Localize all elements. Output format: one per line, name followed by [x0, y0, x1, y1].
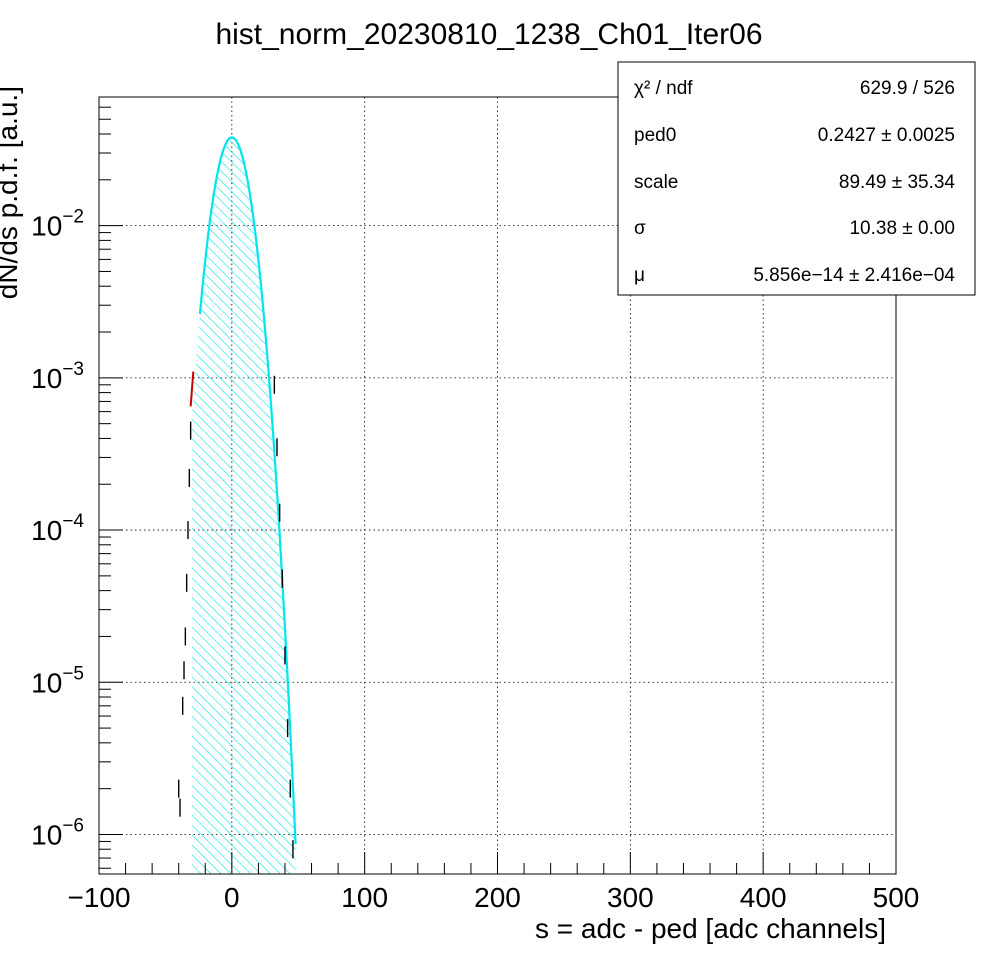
chart-title: hist_norm_20230810_1238_Ch01_Iter06	[215, 18, 762, 51]
stats-row-value: 89.49 ± 35.34	[839, 172, 956, 193]
x-tick-label: 400	[740, 882, 787, 913]
y-tick-label: 10−4	[31, 511, 84, 546]
x-tick-label: 0	[224, 882, 240, 913]
y-tick-label: 10−3	[31, 359, 84, 394]
x-tick-label: 200	[474, 882, 521, 913]
y-tick-label: 10−5	[31, 663, 84, 698]
stats-box: χ² / ndf 629.9 / 526 ped0 0.2427 ± 0.0025 sc…	[617, 61, 976, 296]
stats-row-label: scale	[634, 172, 678, 193]
y-tick-label: 10−2	[31, 207, 84, 242]
fit-curve	[198, 136, 297, 845]
stats-row-label: σ	[634, 218, 646, 239]
x-tick-label: 500	[873, 882, 920, 913]
stats-row-label: χ² / ndf	[634, 78, 693, 99]
fit-hatched-area	[191, 137, 296, 874]
x-axis: −100 0 100 200 300 400 500	[67, 852, 919, 913]
stats-row-label: μ	[634, 265, 645, 286]
stats-row-value: 629.9 / 526	[860, 78, 955, 99]
stats-row-label: ped0	[634, 125, 676, 146]
data-marks	[177, 136, 297, 859]
stats-row-value: 10.38 ± 0.00	[849, 218, 955, 239]
fit-segment	[189, 371, 195, 407]
x-tick-label: 300	[607, 882, 654, 913]
y-tick-label: 10−6	[31, 815, 84, 850]
stats-row-value: 5.856e−14 ± 2.416e−04	[753, 265, 955, 286]
fit-fill	[191, 137, 296, 874]
y-axis-label: dN/ds p.d.f. [a.u.]	[0, 86, 23, 299]
x-tick-label: −100	[67, 882, 130, 913]
x-axis-label: s = adc - ped [adc channels]	[535, 913, 886, 944]
x-tick-label: 100	[341, 882, 388, 913]
stats-row-value: 0.2427 ± 0.0025	[818, 125, 955, 146]
stats-box-frame	[617, 61, 976, 296]
y-axis: 10−6 10−5 10−4 10−3 10−2	[31, 96, 123, 869]
